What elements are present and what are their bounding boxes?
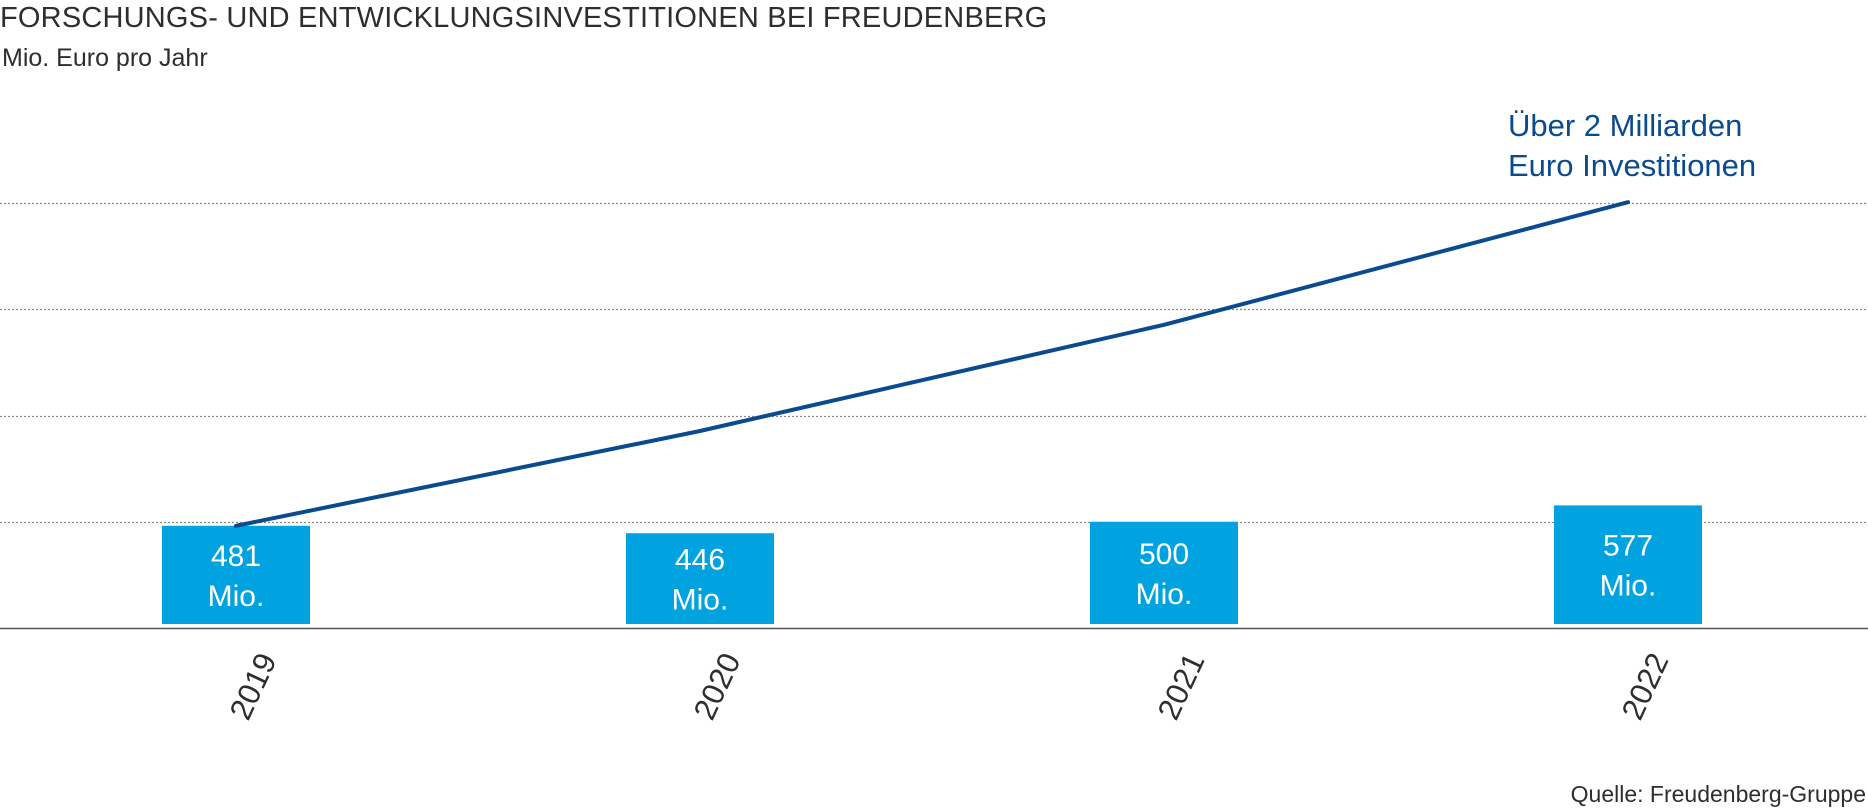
x-axis: 2019 2020 2021 2022 xyxy=(0,627,1868,725)
bar-2021 xyxy=(1090,521,1238,624)
x-tick-label-2022: 2022 xyxy=(1615,648,1676,725)
bar-label-2022-2: Mio. xyxy=(1600,570,1657,603)
bars: 481 Mio. 446 Mio. 500 Mio. 577 Mio. xyxy=(162,505,1702,624)
bar-label-2020-1: 446 xyxy=(675,544,725,577)
bar-2022 xyxy=(1554,505,1702,624)
bar-label-2019-1: 481 xyxy=(211,540,261,573)
bar-2020 xyxy=(626,533,774,624)
chart-title: FORSCHUNGS- UND ENTWICKLUNGSINVESTITIONE… xyxy=(0,2,1048,34)
source-note: Quelle: Freudenberg-Gruppe xyxy=(1570,781,1866,807)
x-tick-label-2021: 2021 xyxy=(1151,648,1212,725)
bar-label-2019-2: Mio. xyxy=(208,580,265,613)
bar-label-2021-2: Mio. xyxy=(1136,578,1193,611)
bar-label-2021-1: 500 xyxy=(1139,538,1189,571)
gridlines xyxy=(0,202,1868,524)
cumulative-line-group xyxy=(234,200,1630,528)
annotation-line-1: Über 2 Milliarden xyxy=(1508,108,1743,143)
x-tick-label-2019: 2019 xyxy=(223,648,284,725)
cumulative-annotation: Über 2 Milliarden Euro Investitionen xyxy=(1508,106,1756,186)
x-tick-label-2020: 2020 xyxy=(687,648,748,725)
chart-subtitle: Mio. Euro pro Jahr xyxy=(2,44,208,72)
bar-label-2020-2: Mio. xyxy=(672,584,729,617)
bar-label-2022-1: 577 xyxy=(1603,530,1653,563)
annotation-line-2: Euro Investitionen xyxy=(1508,148,1757,183)
cumulative-line xyxy=(234,200,1630,528)
bar-2019 xyxy=(162,525,310,624)
